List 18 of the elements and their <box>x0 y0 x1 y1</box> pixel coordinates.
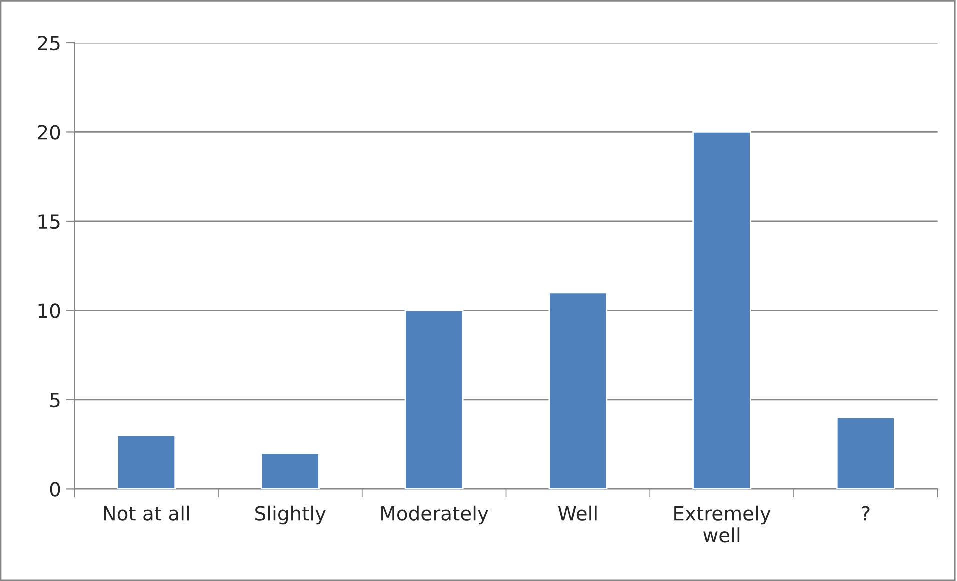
x-tick-label: Not at all <box>104 506 190 521</box>
y-tick-label: 0 <box>50 482 60 497</box>
bar <box>260 452 320 490</box>
bar <box>404 310 464 490</box>
y-tick-label: 25 <box>38 36 60 51</box>
bar <box>692 132 752 490</box>
y-tick-label: 10 <box>38 304 60 318</box>
x-tick-label: Well <box>558 506 597 521</box>
bar <box>117 434 176 490</box>
x-tick-label: Slightly <box>256 506 326 525</box>
x-tick-label: Moderately <box>382 506 488 525</box>
y-tick-label: 15 <box>38 214 60 230</box>
x-tick-label: Extremely well <box>674 506 771 543</box>
y-tick-label: 20 <box>38 125 60 140</box>
x-tick-label: ? <box>862 506 870 521</box>
y-tick-label: 5 <box>50 393 60 408</box>
bar <box>548 292 608 490</box>
bar <box>836 417 896 490</box>
